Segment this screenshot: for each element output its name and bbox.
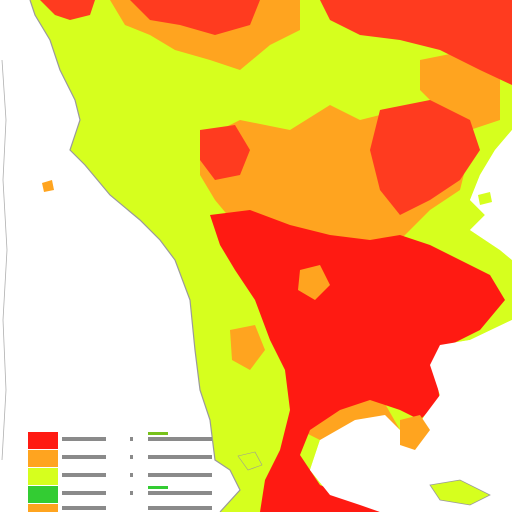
land-high-zone-center-east — [370, 100, 480, 215]
legend-swatch-1 — [28, 432, 58, 449]
legend — [28, 432, 212, 512]
legend-green-accent-1 — [148, 432, 168, 435]
west-islet — [42, 180, 54, 192]
legend-swatch-5 — [28, 504, 58, 512]
southeast-islands — [429, 479, 491, 506]
legend-labels-illegible — [62, 437, 212, 510]
land-high-zone-northeast — [320, 0, 512, 85]
legend-swatch-2 — [28, 450, 58, 467]
land-high-zone-north — [130, 0, 260, 35]
south-islet — [237, 451, 263, 471]
east-sea-inlet — [470, 130, 512, 260]
land-high-zone-northwest — [40, 0, 95, 20]
left-border-line — [1, 59, 8, 461]
south-peninsula — [400, 415, 430, 450]
legend-swatch-4 — [28, 486, 58, 503]
land-low-patch-1 — [298, 265, 330, 300]
legend-swatch-3 — [28, 468, 58, 485]
land-low-patch-2 — [230, 325, 265, 370]
south-bay — [310, 320, 512, 512]
small-island — [478, 192, 492, 205]
coastline — [29, 0, 241, 512]
land-high-zone-west-patch — [200, 125, 250, 180]
legend-green-accent-2 — [148, 486, 168, 489]
land-high-zone-main — [210, 210, 505, 512]
